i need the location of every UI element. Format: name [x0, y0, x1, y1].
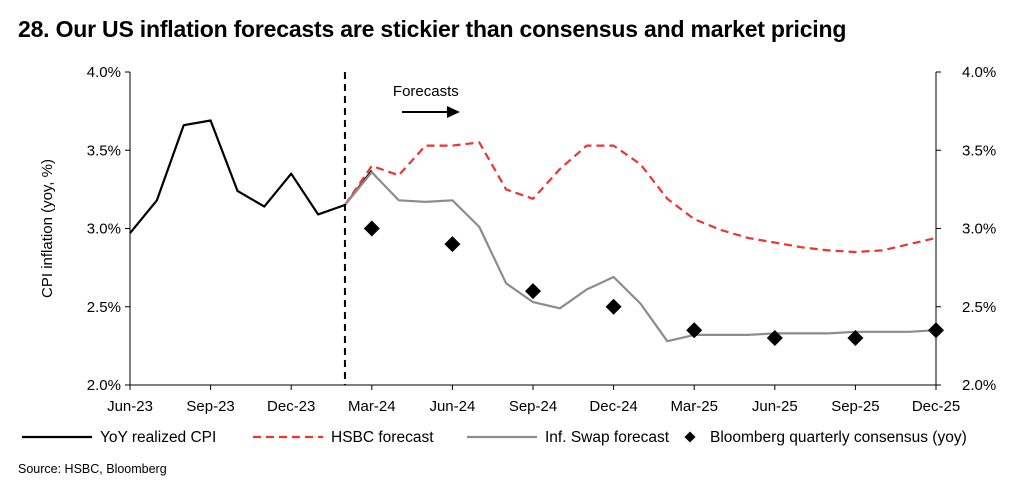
x-tick-label: Sep-24 [509, 398, 557, 415]
legend-item-1: HSBC forecast [253, 429, 434, 446]
series-3 [363, 220, 944, 347]
consensus-marker [766, 330, 783, 347]
x-tick-label: Jun-23 [107, 398, 153, 415]
y2-tick-label: 3.5% [962, 142, 996, 159]
x-tick-label: Dec-23 [267, 398, 315, 415]
x-tick-label: Jun-24 [429, 398, 475, 415]
legend-item-3: Bloomberg quarterly consensus (yoy) [684, 429, 967, 446]
consensus-marker [605, 298, 622, 315]
consensus-marker [686, 322, 703, 339]
series-2 [344, 171, 937, 343]
annotation-layer: Forecasts [343, 72, 460, 385]
consensus-marker [525, 283, 541, 300]
x-tick-label: Sep-25 [831, 398, 879, 415]
series-line [129, 119, 373, 234]
legend-swatch [684, 431, 696, 443]
y-tick-label: 4.0% [87, 64, 121, 81]
legend-item-0: YoY realized CPI [22, 429, 216, 446]
y2-tick-label: 3.0% [962, 221, 996, 238]
consensus-marker [363, 220, 380, 237]
legend-label: YoY realized CPI [100, 429, 216, 446]
legend-label: HSBC forecast [331, 429, 434, 446]
series-1 [343, 141, 937, 254]
y2-tick-label: 2.0% [962, 377, 996, 394]
y-tick-label: 2.0% [87, 377, 121, 394]
y-tick-label: 2.5% [87, 299, 121, 316]
series-layer [129, 119, 944, 347]
x-tick-label: Jun-25 [752, 398, 798, 415]
x-tick-label: Mar-25 [670, 398, 718, 415]
y2-tick-label: 4.0% [962, 64, 996, 81]
y2-tick-label: 2.5% [962, 299, 996, 316]
legend-label: Inf. Swap forecast [545, 429, 670, 446]
source-note: Source: HSBC, Bloomberg [18, 462, 167, 476]
series-line [344, 171, 937, 343]
y-tick-label: 3.5% [87, 142, 121, 159]
series-line [343, 141, 937, 254]
legend-label: Bloomberg quarterly consensus (yoy) [710, 429, 967, 446]
chart-title: 28. Our US inflation forecasts are stick… [18, 16, 847, 42]
y-axis-title: CPI inflation (yoy, %) [39, 159, 56, 298]
y-tick-label: 3.0% [87, 221, 121, 238]
x-tick-label: Dec-24 [589, 398, 637, 415]
forecast-annotation: Forecasts [393, 83, 459, 100]
chart: 2.0% 2.5% 3.0% 3.5% 4.0% 2.0% 2.5% 3.0% 3.5% 4.0%… [22, 64, 996, 446]
x-tick-label: Sep-23 [186, 398, 234, 415]
consensus-marker [444, 236, 461, 253]
series-0 [129, 119, 373, 234]
axes: 2.0% 2.5% 3.0% 3.5% 4.0% 2.0% 2.5% 3.0% 3.5% 4.0%… [39, 64, 996, 415]
x-tick-label: Mar-24 [348, 398, 396, 415]
legend-item-2: Inf. Swap forecast [467, 429, 670, 446]
forecast-arrow-head [446, 106, 460, 118]
x-tick-label: Dec-25 [912, 398, 960, 415]
consensus-marker [847, 330, 864, 347]
legend: YoY realized CPI HSBC forecast Inf. Swap f… [22, 429, 967, 446]
consensus-marker [928, 322, 944, 339]
